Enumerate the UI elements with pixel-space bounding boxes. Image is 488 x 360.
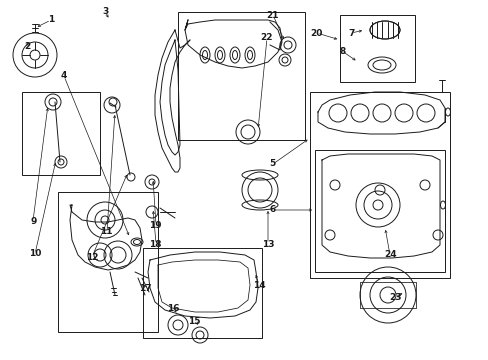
Text: 17: 17 [139, 284, 152, 293]
Bar [314, 150, 444, 272]
Bar [58, 192, 158, 332]
Text: 6: 6 [269, 205, 275, 214]
Text: 9: 9 [30, 217, 37, 226]
Text: 4: 4 [60, 71, 67, 80]
Text: 12: 12 [85, 253, 98, 262]
Text: 19: 19 [149, 220, 162, 230]
Bar [309, 92, 449, 278]
Text: 24: 24 [383, 251, 396, 259]
Text: 10: 10 [29, 249, 41, 258]
Text: 21: 21 [266, 11, 279, 20]
Bar [359, 282, 415, 308]
Bar [22, 92, 100, 175]
Text: 3: 3 [102, 7, 108, 16]
Text: 20: 20 [310, 29, 323, 38]
Bar [339, 15, 414, 82]
Text: 2: 2 [24, 42, 30, 51]
Text: 18: 18 [149, 240, 162, 248]
Text: 11: 11 [100, 227, 113, 236]
Text: 8: 8 [339, 47, 345, 56]
Text: 13: 13 [261, 240, 274, 248]
Bar [142, 248, 262, 338]
Text: 22: 22 [260, 33, 272, 42]
Text: 15: 15 [188, 317, 201, 325]
Text: 16: 16 [167, 305, 180, 313]
Text: 7: 7 [347, 29, 354, 38]
Text: 23: 23 [388, 292, 401, 302]
Text: 14: 14 [252, 281, 265, 289]
Bar [178, 12, 305, 140]
Text: 1: 1 [48, 15, 54, 24]
Text: 5: 5 [269, 159, 275, 168]
